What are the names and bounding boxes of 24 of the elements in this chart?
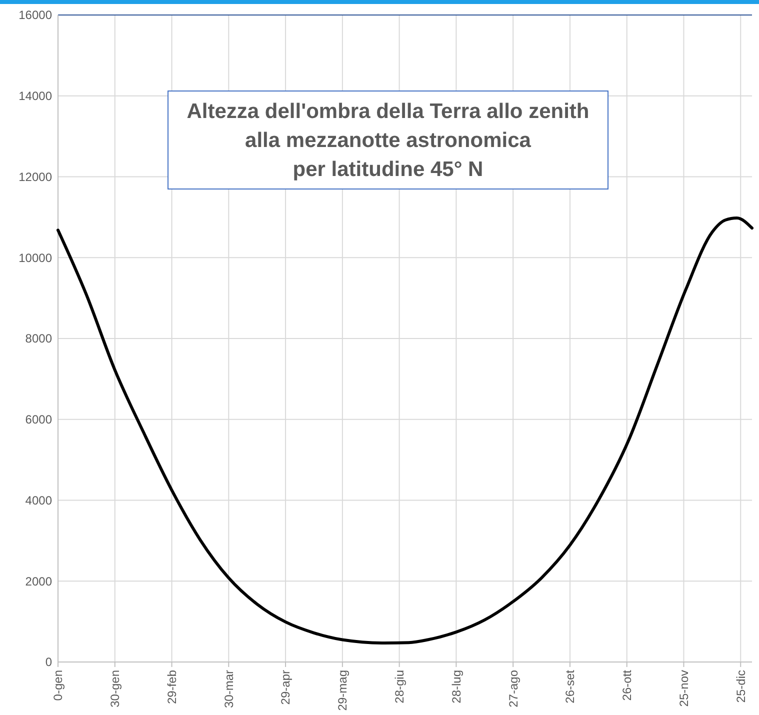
x-tick-label: 26-ott: [620, 669, 634, 701]
y-tick-label: 12000: [18, 170, 52, 184]
x-tick-label: 25-nov: [676, 670, 691, 707]
x-tick-label: 27-ago: [506, 670, 520, 708]
x-tick-label: 28-giu: [392, 670, 407, 704]
y-tick-label: 10000: [18, 250, 52, 265]
x-tick-label: 29-apr: [278, 670, 293, 705]
x-tick-label: 28-lug: [449, 670, 464, 704]
x-tick-label: 26-set: [563, 669, 578, 704]
x-tick-label: 29-feb: [164, 670, 179, 704]
y-tick-label: 2000: [25, 574, 52, 588]
y-tick-label: 14000: [18, 89, 52, 104]
x-tick-label: 30-gen: [108, 670, 122, 708]
text: Altezza dell'ombra della Terra allo zenith alla mezzanotte astronomica per latitudine 45° N: [186, 100, 590, 181]
y-tick-label: 8000: [25, 332, 52, 346]
x-tick-label: 0-gen: [51, 670, 66, 701]
y-tick-label: 6000: [25, 412, 52, 427]
y-tick-label: 16000: [18, 8, 52, 22]
line-series: [56, 216, 754, 644]
x-tick-label: 30-mar: [222, 670, 236, 708]
x-tick-label: 25-dic: [734, 670, 748, 703]
y-tick-label: 4000: [25, 493, 52, 508]
y-tick-label: 0: [45, 655, 52, 670]
x-tick-label: 29-mag: [336, 670, 350, 711]
